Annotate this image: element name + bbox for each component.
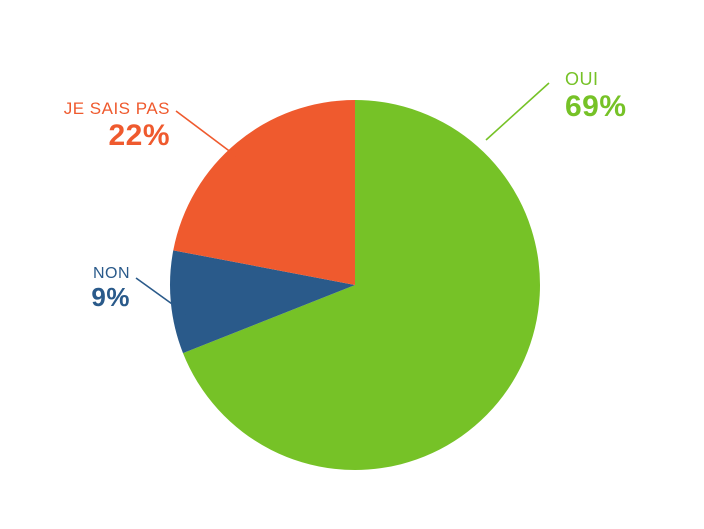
leader-line-jsp: [176, 111, 236, 156]
callout-oui: OUI 69%: [565, 70, 627, 123]
percent-je-sais-pas: 22%: [64, 119, 170, 152]
label-non: NON: [91, 265, 130, 283]
callout-je-sais-pas: JE SAIS PAS 22%: [64, 100, 170, 152]
pie-chart-stage: OUI 69% JE SAIS PAS 22% NON 9%: [0, 0, 704, 529]
callout-non: NON 9%: [91, 265, 130, 311]
label-oui: OUI: [565, 70, 627, 90]
leader-line-oui: [486, 83, 549, 140]
label-je-sais-pas: JE SAIS PAS: [64, 100, 170, 119]
percent-oui: 69%: [565, 90, 627, 123]
percent-non: 9%: [91, 283, 130, 312]
